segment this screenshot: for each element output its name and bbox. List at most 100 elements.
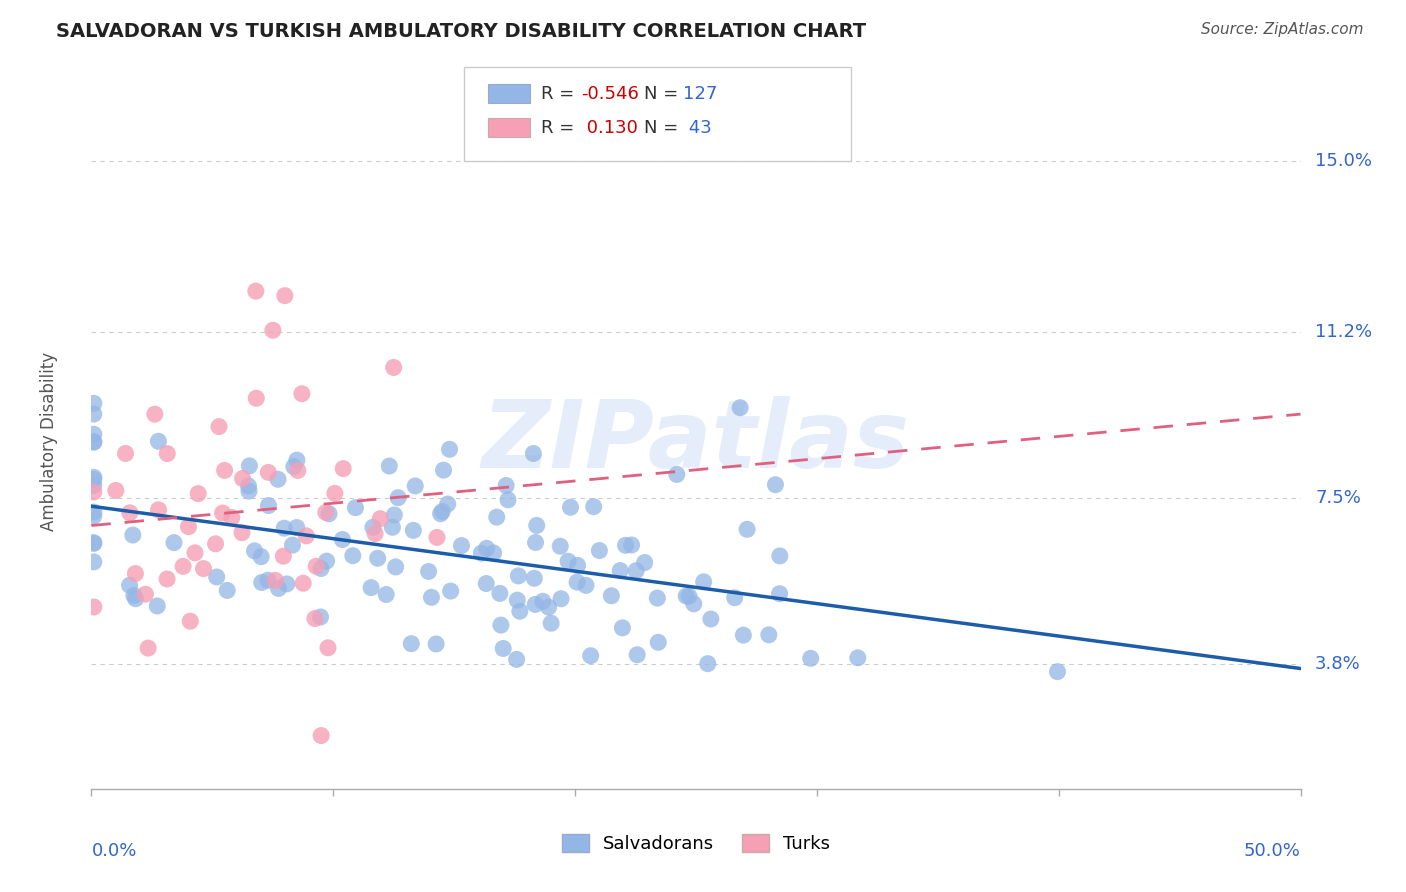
Point: [800, 651, 823, 665]
Point: [696, 657, 718, 671]
Text: 15.0%: 15.0%: [1315, 152, 1372, 170]
Point: [304, 611, 326, 625]
Text: 43: 43: [683, 119, 711, 136]
Point: [323, 486, 346, 500]
Point: [505, 652, 527, 666]
Point: [211, 506, 233, 520]
Point: [381, 520, 404, 534]
Point: [470, 546, 492, 560]
Point: [624, 564, 647, 578]
Text: SALVADORAN VS TURKISH AMBULATORY DISABILITY CORRELATION CHART: SALVADORAN VS TURKISH AMBULATORY DISABIL…: [56, 22, 866, 41]
Point: [232, 471, 254, 485]
Point: [83, 435, 105, 450]
Text: 11.2%: 11.2%: [1315, 323, 1372, 341]
Point: [257, 499, 280, 513]
Point: [682, 597, 704, 611]
Point: [83, 470, 105, 484]
Point: [238, 458, 260, 473]
Point: [401, 637, 423, 651]
Point: [83, 508, 105, 523]
Point: [567, 558, 589, 573]
Point: [143, 407, 166, 421]
Point: [548, 539, 571, 553]
Point: [387, 491, 409, 505]
Point: [537, 600, 560, 615]
Point: [432, 463, 454, 477]
Point: [205, 570, 228, 584]
Point: [450, 539, 472, 553]
Point: [83, 535, 105, 549]
Point: [231, 525, 253, 540]
Text: 0.130: 0.130: [581, 119, 637, 136]
Point: [136, 641, 159, 656]
Text: 0.0%: 0.0%: [91, 842, 136, 860]
Point: [124, 591, 146, 606]
Point: [273, 549, 295, 564]
Point: [83, 407, 105, 421]
Point: [204, 537, 226, 551]
Point: [257, 466, 280, 480]
Point: [148, 434, 170, 449]
Point: [163, 535, 186, 549]
Point: [309, 610, 332, 624]
Point: [285, 520, 308, 534]
Text: 127: 127: [683, 85, 717, 103]
Point: [309, 561, 332, 575]
Text: R =: R =: [541, 119, 581, 136]
Point: [724, 591, 747, 605]
Point: [114, 446, 136, 460]
Point: [692, 574, 714, 589]
Point: [315, 505, 337, 519]
Point: [83, 599, 105, 614]
Point: [316, 640, 339, 655]
Point: [83, 473, 105, 487]
Point: [579, 648, 602, 663]
Point: [508, 569, 530, 583]
Point: [285, 453, 308, 467]
Point: [305, 559, 328, 574]
Text: 50.0%: 50.0%: [1244, 842, 1301, 860]
Text: R =: R =: [541, 85, 581, 103]
Point: [735, 522, 758, 536]
Point: [524, 598, 547, 612]
Point: [678, 589, 700, 603]
Point: [281, 538, 304, 552]
Point: [83, 485, 105, 500]
Point: [560, 500, 582, 515]
Point: [208, 419, 231, 434]
Point: [179, 614, 201, 628]
Point: [250, 575, 273, 590]
Point: [156, 572, 179, 586]
Point: [382, 360, 405, 375]
Point: [375, 587, 398, 601]
Text: -0.546: -0.546: [581, 85, 638, 103]
Point: [121, 528, 143, 542]
Point: [482, 546, 505, 560]
Point: [250, 549, 273, 564]
Point: [238, 479, 260, 493]
Point: [318, 507, 340, 521]
Point: [124, 566, 146, 581]
Point: [647, 591, 669, 605]
Point: [420, 591, 443, 605]
Point: [485, 510, 508, 524]
Point: [122, 589, 145, 603]
Point: [436, 497, 458, 511]
Legend: Salvadorans, Turks: Salvadorans, Turks: [554, 827, 838, 861]
Point: [83, 478, 105, 492]
Point: [665, 467, 688, 482]
Point: [429, 507, 451, 521]
Point: [626, 648, 648, 662]
Point: [364, 526, 387, 541]
Point: [609, 564, 631, 578]
Point: [156, 447, 179, 461]
Point: [402, 524, 425, 538]
Point: [367, 551, 389, 566]
Point: [83, 396, 105, 410]
Point: [522, 446, 544, 460]
Point: [540, 616, 562, 631]
Point: [295, 529, 318, 543]
Text: ZIPatlas: ZIPatlas: [482, 395, 910, 488]
Text: Ambulatory Disability: Ambulatory Disability: [39, 352, 58, 531]
Point: [257, 573, 280, 587]
